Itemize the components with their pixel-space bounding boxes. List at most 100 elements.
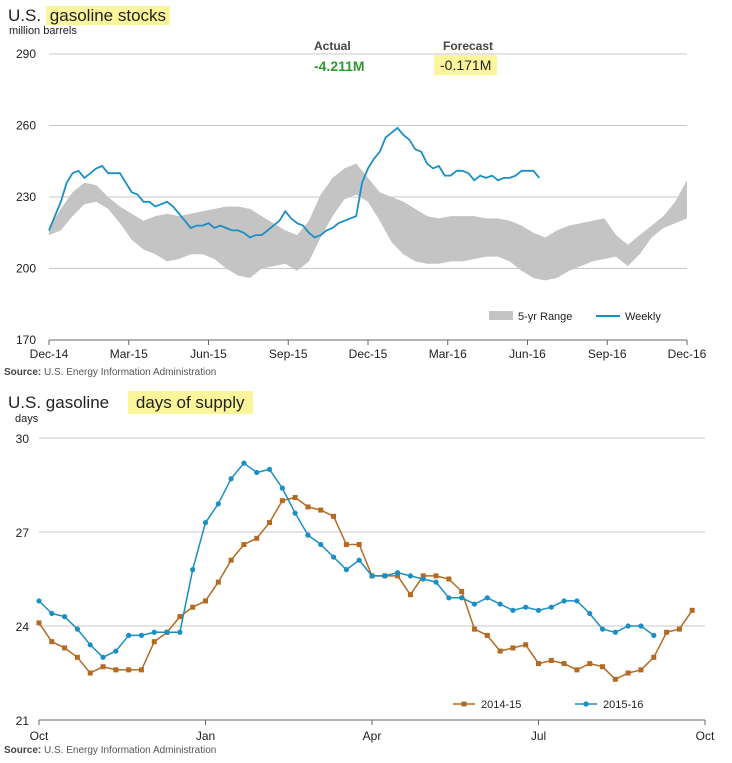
actual-label: Actual xyxy=(314,39,351,53)
forecast-label: Forecast xyxy=(443,39,494,53)
series-2014-15-marker xyxy=(651,654,657,660)
legend-label-weekly: Weekly xyxy=(625,311,661,323)
series-2014-15-marker xyxy=(343,542,349,548)
series-2014-15-marker xyxy=(62,645,68,651)
legend-marker-2015-16 xyxy=(583,701,589,707)
series-2015-16-marker xyxy=(599,626,606,632)
series-2014-15-marker xyxy=(215,579,221,585)
series-2015-16-line xyxy=(38,462,655,659)
x-tick-label: Mar-15 xyxy=(110,347,148,361)
series-2015-16-marker xyxy=(62,614,68,620)
series-2015-16-marker xyxy=(497,601,503,607)
series-2014-15-marker xyxy=(267,520,273,526)
series-2015-16-marker xyxy=(151,629,157,635)
series-2015-16-marker xyxy=(190,567,196,573)
series-2014-15-marker xyxy=(407,592,413,598)
series-2014-15-marker xyxy=(548,657,554,663)
five-year-range-area xyxy=(49,163,687,281)
forecast-value: -0.171M xyxy=(434,55,498,75)
series-2015-16-marker xyxy=(625,623,631,629)
series-2015-16-marker xyxy=(305,532,311,538)
supply-title-prefix: U.S. gasoline xyxy=(8,393,110,412)
x-tick-label: Jun-16 xyxy=(509,347,546,361)
series-2015-16-marker xyxy=(113,648,119,654)
series-2014-15-marker xyxy=(664,629,670,635)
y-tick-label: 200 xyxy=(16,262,36,276)
y-tick-label: 230 xyxy=(16,190,36,204)
series-2015-16-marker xyxy=(395,570,401,576)
series-2014-15-marker xyxy=(254,535,260,541)
series-2014-15-marker xyxy=(113,667,119,673)
series-2014-15-marker xyxy=(433,573,439,579)
series-2015-16-marker xyxy=(241,460,247,466)
series-2014-15-marker xyxy=(497,648,503,654)
series-2014-15-marker xyxy=(87,670,93,676)
series-2014-15-marker xyxy=(49,639,55,645)
x-tick-label: Apr xyxy=(363,729,382,743)
series-2015-16-marker xyxy=(177,629,183,635)
series-2015-16-marker xyxy=(369,573,375,579)
x-tick-label: Dec-15 xyxy=(349,347,388,361)
supply-source: Source: U.S. Energy Information Administ… xyxy=(4,745,217,756)
series-2014-15-marker xyxy=(510,645,516,651)
supply-title-highlight: days of supply xyxy=(127,391,253,414)
series-2015-16-marker xyxy=(279,485,285,491)
series-2014-15-marker xyxy=(574,667,580,673)
series-2015-16-marker xyxy=(87,642,93,648)
series-2014-15-marker xyxy=(241,542,247,548)
series-2014-15-line xyxy=(38,496,693,681)
legend-swatch-range xyxy=(489,311,513,320)
series-2014-15-marker xyxy=(689,607,695,613)
series-2014-15-marker xyxy=(625,670,631,676)
series-2014-15-marker xyxy=(356,542,362,548)
series-2014-15-marker xyxy=(305,504,311,510)
x-tick-label: Dec-16 xyxy=(668,347,707,361)
series-2014-15-marker xyxy=(395,573,401,579)
series-2015-16-marker xyxy=(420,576,426,582)
y-tick-label: 30 xyxy=(16,432,30,446)
y-tick-label: 260 xyxy=(16,119,36,133)
series-2015-16-marker xyxy=(266,466,273,472)
series-2014-15-marker xyxy=(523,642,529,648)
gasoline-stocks-chart: 170 200 230 260 290 Dec-14 Mar-15 Jun-15 Sep-15 D… xyxy=(16,47,707,361)
series-2014-15-marker xyxy=(177,614,183,620)
series-2015-16-marker xyxy=(382,573,388,579)
series-2015-16-marker xyxy=(292,510,298,516)
series-2015-16-marker xyxy=(164,629,170,635)
series-2015-16-marker xyxy=(356,557,362,563)
series-2014-15-marker xyxy=(203,598,208,604)
stocks-title-prefix: U.S. xyxy=(8,6,42,25)
series-2015-16-marker xyxy=(228,476,234,482)
series-2015-16-marker xyxy=(330,554,337,560)
series-2014-15-marker xyxy=(74,654,80,660)
series-2014-15-marker xyxy=(612,676,618,682)
y-tick-label: 27 xyxy=(16,526,30,540)
series-2014-15-marker xyxy=(331,513,337,519)
x-tick-label: Oct xyxy=(30,729,49,743)
x-tick-label: Jan xyxy=(196,729,215,743)
y-tick-label: 290 xyxy=(16,47,36,61)
series-2015-16-marker xyxy=(484,595,490,601)
y-tick-label: 21 xyxy=(16,714,30,728)
series-2014-15-marker xyxy=(600,664,606,670)
series-2015-16-marker xyxy=(49,610,55,617)
stocks-title-highlight: gasoline stocks xyxy=(45,6,171,25)
series-2015-16-marker xyxy=(433,579,439,585)
series-2014-15-marker xyxy=(279,498,285,504)
series-2015-16-marker xyxy=(548,604,554,610)
series-2014-15-marker xyxy=(536,661,541,667)
y-tick-label: 24 xyxy=(16,620,30,634)
series-2014-15-marker xyxy=(638,667,644,673)
series-2015-16-marker xyxy=(138,632,145,638)
series-2014-15-marker xyxy=(36,620,42,626)
series-2015-16-marker xyxy=(523,604,529,610)
x-tick-label: Oct xyxy=(696,729,715,743)
series-2015-16-marker xyxy=(638,623,644,629)
series-2014-15-marker xyxy=(151,639,157,645)
series-2014-15-marker xyxy=(587,661,593,667)
stocks-title: U.S. gasoline stocks xyxy=(8,6,171,26)
series-2015-16-marker xyxy=(612,629,618,635)
supply-unit-label: days xyxy=(15,413,39,425)
series-2014-15-marker xyxy=(126,667,132,673)
legend-label-2015-16: 2015-16 xyxy=(603,699,643,711)
